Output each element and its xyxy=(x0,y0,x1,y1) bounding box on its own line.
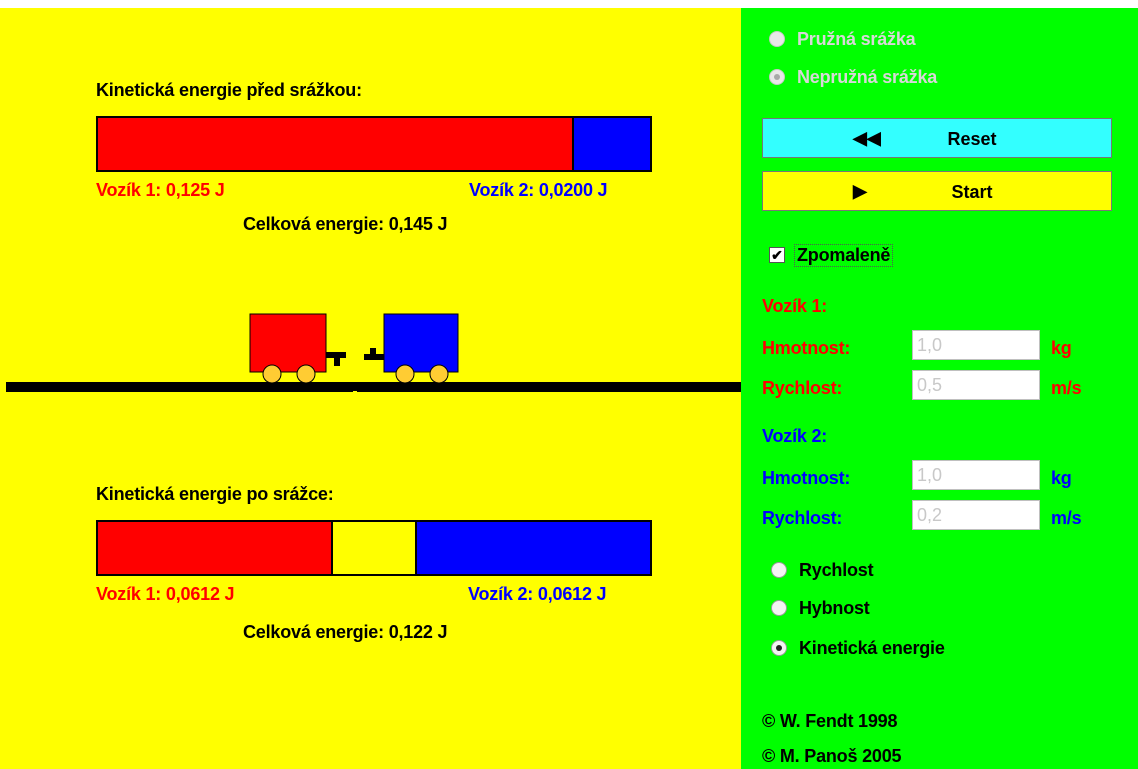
track-scene xyxy=(6,313,741,395)
cart1-mass-label: Hmotnost: xyxy=(762,338,851,358)
velocity-label[interactable]: Rychlost xyxy=(799,560,874,580)
kinetic-energy-label[interactable]: Kinetická energie xyxy=(799,638,945,658)
energy-before-cart2-segment xyxy=(574,118,650,170)
cart1-coupler xyxy=(326,352,346,366)
radio-velocity[interactable] xyxy=(771,562,787,578)
cart2-coupler xyxy=(364,348,384,360)
cart1-wheel xyxy=(296,364,316,384)
credit-fendt: © W. Fendt 1998 xyxy=(762,711,898,731)
energy-after-cart1: Vozík 1: 0,0612 J xyxy=(96,584,235,605)
cart1-speed-label: Rychlost: xyxy=(762,378,843,398)
energy-before-total: Celková energie: 0,145 J xyxy=(243,214,448,235)
energy-after-total-label: Celková energie: xyxy=(243,622,384,642)
control-panel: Pružná srážka Nepružná srážka ◀◀ Reset ▶… xyxy=(741,8,1138,769)
start-button[interactable]: ▶ Start xyxy=(762,171,1112,211)
energy-before-total-label: Celková energie: xyxy=(243,214,384,234)
credit-panos: © M. Panoš 2005 xyxy=(762,746,902,766)
cart2-body[interactable] xyxy=(383,313,459,373)
elastic-collision-label[interactable]: Pružná srážka xyxy=(797,29,916,49)
energy-before-total-value: 0,145 J xyxy=(388,214,448,234)
cart1-speed-input[interactable] xyxy=(912,370,1040,400)
start-button-label: Start xyxy=(951,182,993,202)
radio-kinetic-energy[interactable] xyxy=(771,640,787,656)
energy-before-title: Kinetická energie před srážkou: xyxy=(96,80,362,100)
energy-after-cart2-value: 0,0612 J xyxy=(537,584,607,604)
energy-before-cart2-label: Vozík 2: xyxy=(469,180,535,200)
inelastic-collision-label[interactable]: Nepružná srážka xyxy=(797,67,938,87)
cart2-heading: Vozík 2: xyxy=(762,426,828,446)
radio-elastic-collision[interactable] xyxy=(769,31,785,47)
energy-after-bar xyxy=(96,520,652,576)
simulation-canvas: Kinetická energie před srážkou: Vozík 1:… xyxy=(0,8,741,769)
cart1-heading: Vozík 1: xyxy=(762,296,828,316)
momentum-label[interactable]: Hybnost xyxy=(799,598,870,618)
reset-button[interactable]: ◀◀ Reset xyxy=(762,118,1112,158)
center-marker xyxy=(353,391,357,395)
energy-after-total: Celková energie: 0,122 J xyxy=(243,622,448,643)
slow-motion-label[interactable]: Zpomaleně xyxy=(793,244,894,267)
energy-after-cart2: Vozík 2: 0,0612 J xyxy=(468,584,607,605)
cart1-mass-input[interactable] xyxy=(912,330,1040,360)
energy-after-cart2-label: Vozík 2: xyxy=(468,584,534,604)
energy-before-cart2: Vozík 2: 0,0200 J xyxy=(469,180,608,201)
cart2-speed-label: Rychlost: xyxy=(762,508,843,528)
radio-momentum[interactable] xyxy=(771,600,787,616)
cart1-speed-unit: m/s xyxy=(1051,378,1082,398)
energy-before-cart1-segment xyxy=(98,118,574,170)
reset-button-label: Reset xyxy=(947,129,997,149)
cart2-speed-input[interactable] xyxy=(912,500,1040,530)
energy-after-cart1-label: Vozík 1: xyxy=(96,584,162,604)
energy-after-cart2-segment xyxy=(417,522,650,574)
energy-before-bar xyxy=(96,116,652,172)
cart2-mass-unit: kg xyxy=(1051,468,1072,488)
energy-after-cart1-segment xyxy=(98,522,333,574)
cart2-mass-input[interactable] xyxy=(912,460,1040,490)
cart1-wheel xyxy=(262,364,282,384)
cart2-mass-label: Hmotnost: xyxy=(762,468,851,488)
energy-before-cart1-label: Vozík 1: xyxy=(96,180,162,200)
track xyxy=(6,382,741,392)
cart1-mass-unit: kg xyxy=(1051,338,1072,358)
play-icon: ▶ xyxy=(853,181,867,201)
rewind-icon: ◀◀ xyxy=(853,128,881,148)
energy-after-title: Kinetická energie po srážce: xyxy=(96,484,334,504)
energy-after-cart1-value: 0,0612 J xyxy=(165,584,235,604)
energy-after-total-value: 0,122 J xyxy=(388,622,448,642)
energy-before-cart2-value: 0,0200 J xyxy=(538,180,608,200)
energy-before-cart1: Vozík 1: 0,125 J xyxy=(96,180,225,201)
cart2-wheel xyxy=(429,364,449,384)
slow-motion-checkbox[interactable]: ✔ xyxy=(769,247,785,263)
radio-inelastic-collision[interactable] xyxy=(769,69,785,85)
cart2-speed-unit: m/s xyxy=(1051,508,1082,528)
energy-before-cart1-value: 0,125 J xyxy=(165,180,225,200)
energy-after-lost-segment xyxy=(333,522,417,574)
cart2-wheel xyxy=(395,364,415,384)
cart1-body[interactable] xyxy=(249,313,327,373)
